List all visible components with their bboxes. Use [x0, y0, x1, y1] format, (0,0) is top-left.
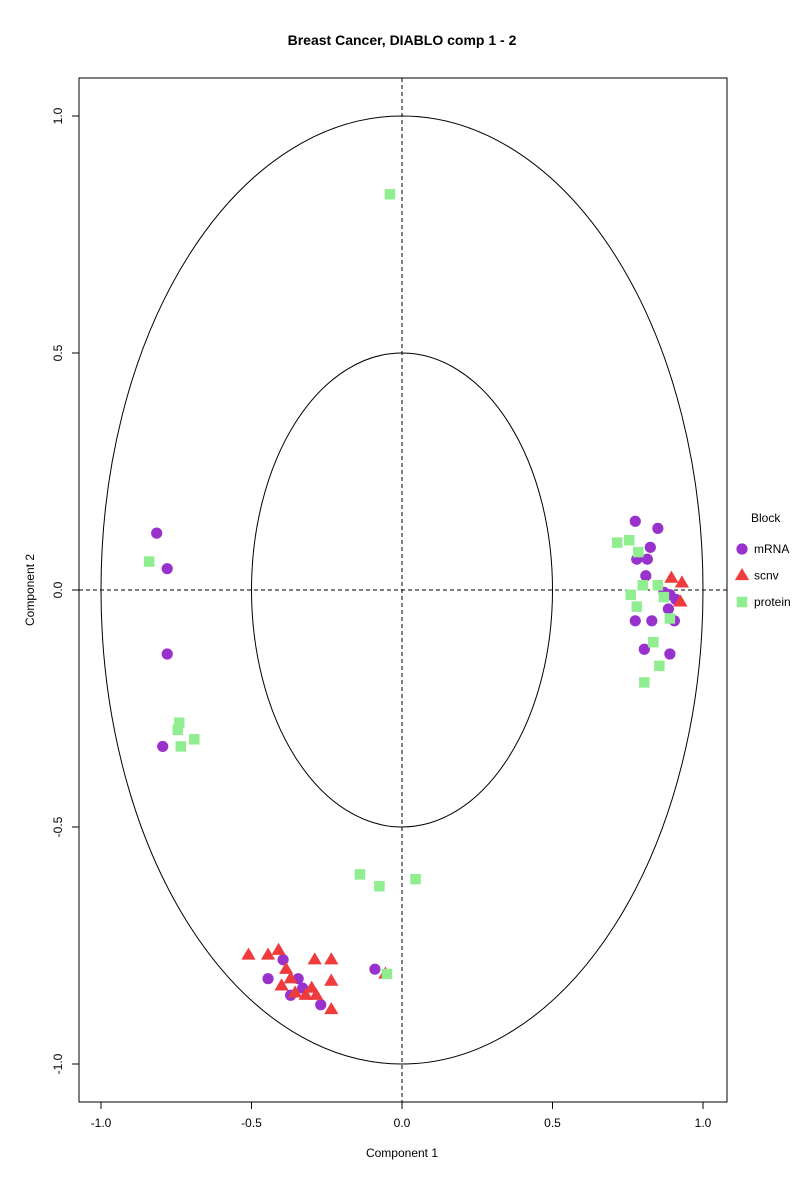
- x-tick-label-3: 0.5: [544, 1116, 561, 1130]
- point-mrna-1: [161, 563, 173, 575]
- point-protein-20: [410, 873, 421, 885]
- point-scnv-2: [673, 594, 688, 607]
- point-mrna-18: [664, 648, 676, 660]
- x-tick-label-4: 1.0: [695, 1116, 712, 1130]
- y-tick-label-4: 1.0: [51, 107, 65, 124]
- point-mrna-5: [652, 522, 664, 534]
- point-protein-4: [175, 741, 187, 752]
- y-tick-label-3: 0.5: [51, 344, 65, 361]
- point-scnv-3: [241, 947, 256, 960]
- point-mrna-24: [315, 999, 327, 1011]
- point-mrna-3: [157, 740, 169, 753]
- point-mrna-2: [161, 648, 173, 660]
- data-points: [143, 188, 690, 1015]
- x-axis-label: Component 1: [366, 1146, 438, 1160]
- x-tick-label-1: -0.5: [241, 1116, 262, 1130]
- y-tick-label-0: -1.0: [51, 1053, 65, 1074]
- point-scnv-7: [274, 978, 289, 991]
- point-protein-6: [611, 537, 623, 548]
- point-protein-8: [633, 546, 644, 558]
- point-scnv-4: [260, 947, 276, 960]
- point-protein-18: [354, 869, 366, 880]
- point-scnv-6: [278, 961, 294, 974]
- legend-marker-scnv: [734, 568, 750, 581]
- point-scnv-12: [309, 987, 324, 1000]
- point-protein-7: [624, 534, 635, 546]
- point-scnv-13: [307, 952, 322, 965]
- point-protein-15: [648, 636, 659, 648]
- legend-label-mrna: mRNA: [754, 542, 789, 556]
- point-mrna-25: [369, 963, 381, 975]
- chart-title: Breast Cancer, DIABLO comp 1 - 2: [288, 32, 517, 48]
- series-scnv: [241, 570, 690, 1015]
- point-protein-9: [637, 580, 649, 591]
- point-mrna-4: [629, 515, 641, 527]
- point-scnv-15: [324, 973, 339, 986]
- reference-lines: [79, 78, 727, 1102]
- point-protein-19: [374, 881, 385, 892]
- x-tick-label-2: 0.0: [394, 1116, 411, 1130]
- point-mrna-8: [644, 541, 656, 553]
- point-protein-14: [664, 613, 676, 624]
- point-protein-3: [172, 724, 184, 736]
- point-protein-11: [625, 589, 637, 600]
- legend-label-protein: protein: [754, 595, 791, 609]
- point-scnv-1: [674, 575, 690, 588]
- legend-title: Block: [751, 511, 781, 525]
- legend-label-scnv: scnv: [754, 569, 779, 583]
- legend-marker-protein: [736, 596, 748, 608]
- legend-entry-scnv: scnv: [734, 568, 779, 583]
- point-protein-2: [174, 717, 185, 728]
- y-tick-label-1: -0.5: [51, 816, 65, 837]
- point-mrna-7: [641, 553, 653, 565]
- point-scnv-8: [283, 971, 298, 984]
- legend-entries: mRNA scnv protein: [734, 542, 791, 609]
- legend-marker-mrna: [736, 543, 748, 555]
- point-protein-0: [384, 188, 396, 200]
- point-scnv-16: [324, 1001, 339, 1015]
- point-protein-21: [381, 968, 393, 980]
- point-protein-12: [658, 591, 670, 603]
- point-protein-5: [189, 734, 200, 745]
- point-protein-17: [639, 677, 650, 688]
- point-mrna-19: [262, 973, 274, 985]
- y-axis-label: Component 2: [23, 554, 37, 626]
- point-scnv-5: [271, 942, 286, 955]
- x-axis: -1.0 -0.5 0.0 0.5 1.0: [91, 1101, 712, 1130]
- x-tick-label-0: -1.0: [91, 1116, 112, 1130]
- point-protein-16: [654, 660, 665, 672]
- legend-entry-mrna: mRNA: [736, 542, 789, 556]
- point-protein-10: [652, 580, 664, 591]
- point-scnv-9: [288, 985, 303, 998]
- point-scnv-0: [664, 570, 679, 583]
- point-scnv-14: [324, 952, 339, 965]
- point-mrna-9: [640, 570, 652, 582]
- y-axis: -1.0 -0.5 0.0 0.5 1.0: [51, 107, 80, 1074]
- point-mrna-17: [638, 643, 650, 655]
- point-mrna-0: [151, 527, 163, 539]
- point-mrna-15: [646, 615, 658, 627]
- point-scnv-10: [298, 987, 313, 1000]
- legend: Block mRNA scnv protein: [734, 511, 791, 609]
- point-mrna-16: [629, 615, 641, 627]
- point-protein-13: [631, 601, 643, 612]
- series-protein: [143, 188, 676, 980]
- legend-entry-protein: protein: [736, 595, 791, 609]
- point-mrna-13: [662, 603, 674, 615]
- point-protein-1: [143, 556, 155, 567]
- y-tick-label-2: 0.0: [51, 581, 65, 598]
